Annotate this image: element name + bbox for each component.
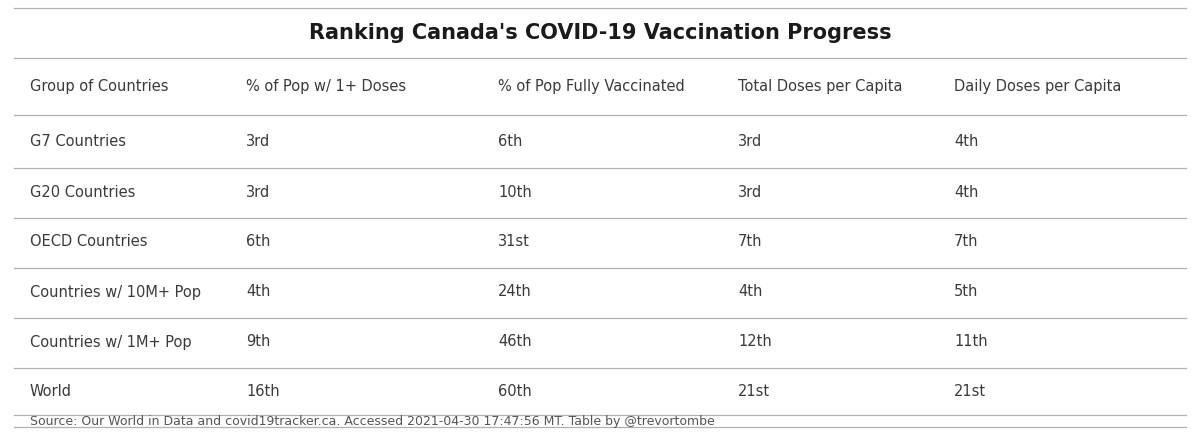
- Text: 21st: 21st: [954, 385, 986, 400]
- Text: 12th: 12th: [738, 335, 772, 349]
- Text: % of Pop Fully Vaccinated: % of Pop Fully Vaccinated: [498, 79, 685, 95]
- Text: 7th: 7th: [954, 234, 978, 250]
- Text: Ranking Canada's COVID-19 Vaccination Progress: Ranking Canada's COVID-19 Vaccination Pr…: [308, 23, 892, 43]
- Text: 4th: 4th: [246, 285, 270, 299]
- Text: 11th: 11th: [954, 335, 988, 349]
- Text: 3rd: 3rd: [246, 184, 270, 200]
- Text: 3rd: 3rd: [738, 135, 762, 149]
- Text: 16th: 16th: [246, 385, 280, 400]
- Text: World: World: [30, 385, 72, 400]
- Text: OECD Countries: OECD Countries: [30, 234, 148, 250]
- Text: Total Doses per Capita: Total Doses per Capita: [738, 79, 902, 95]
- Text: 21st: 21st: [738, 385, 770, 400]
- Text: Daily Doses per Capita: Daily Doses per Capita: [954, 79, 1121, 95]
- Text: 5th: 5th: [954, 285, 978, 299]
- Text: 6th: 6th: [498, 135, 522, 149]
- Text: 3rd: 3rd: [738, 184, 762, 200]
- Text: 9th: 9th: [246, 335, 270, 349]
- Text: 31st: 31st: [498, 234, 530, 250]
- Text: 24th: 24th: [498, 285, 532, 299]
- Text: 60th: 60th: [498, 385, 532, 400]
- Text: 7th: 7th: [738, 234, 762, 250]
- Text: 3rd: 3rd: [246, 135, 270, 149]
- Text: G20 Countries: G20 Countries: [30, 184, 136, 200]
- Text: Group of Countries: Group of Countries: [30, 79, 168, 95]
- Text: Source: Our World in Data and covid19tracker.ca. Accessed 2021-04-30 17:47:56 MT: Source: Our World in Data and covid19tra…: [30, 414, 715, 427]
- Text: % of Pop w/ 1+ Doses: % of Pop w/ 1+ Doses: [246, 79, 406, 95]
- Text: 4th: 4th: [954, 184, 978, 200]
- Text: G7 Countries: G7 Countries: [30, 135, 126, 149]
- Text: 46th: 46th: [498, 335, 532, 349]
- Text: Countries w/ 1M+ Pop: Countries w/ 1M+ Pop: [30, 335, 192, 349]
- Text: 4th: 4th: [738, 285, 762, 299]
- Text: 10th: 10th: [498, 184, 532, 200]
- Text: 4th: 4th: [954, 135, 978, 149]
- Text: 6th: 6th: [246, 234, 270, 250]
- Text: Countries w/ 10M+ Pop: Countries w/ 10M+ Pop: [30, 285, 202, 299]
